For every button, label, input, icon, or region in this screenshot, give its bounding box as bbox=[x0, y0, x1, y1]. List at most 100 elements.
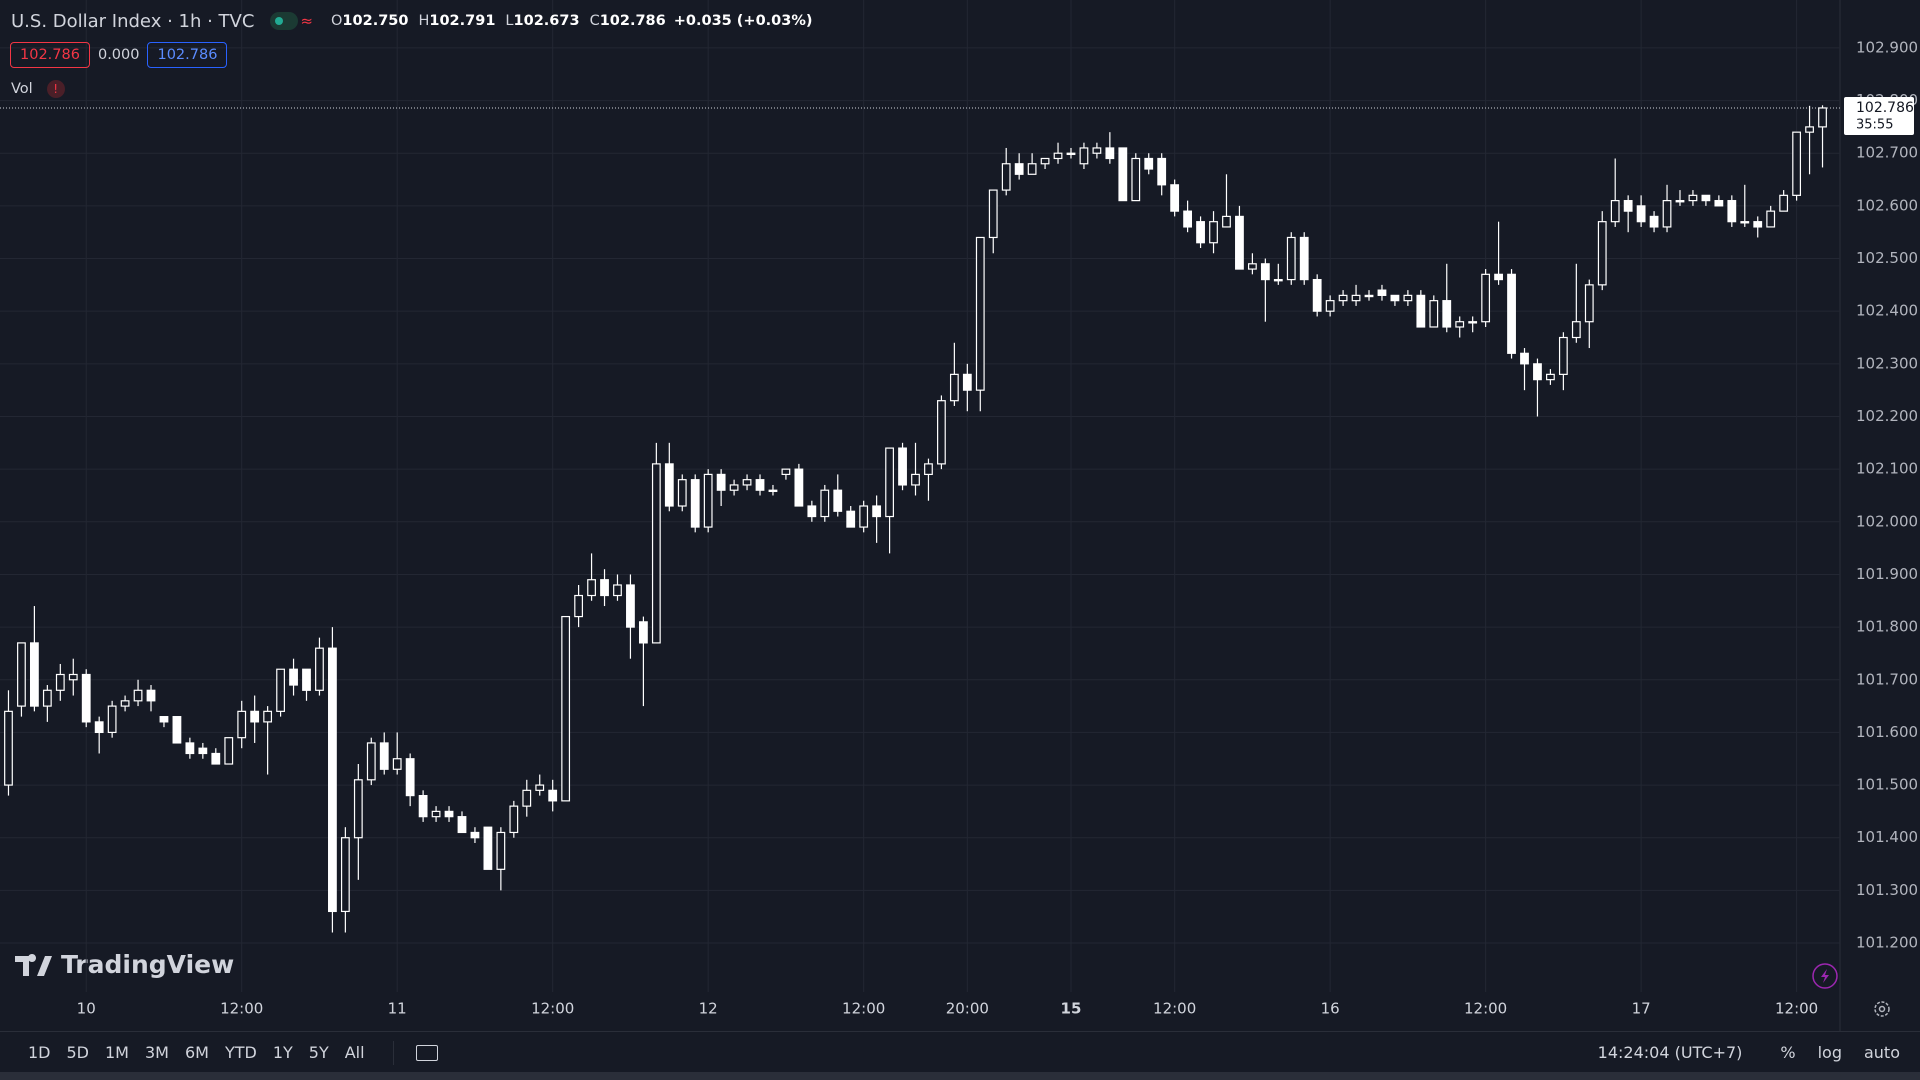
axis-option[interactable]: log bbox=[1817, 1043, 1842, 1062]
candle-body bbox=[496, 831, 506, 870]
candle-body bbox=[949, 373, 959, 402]
candle-body bbox=[613, 584, 622, 597]
candle-body bbox=[1144, 157, 1154, 170]
range-button[interactable]: 1M bbox=[105, 1043, 129, 1062]
symbol-title[interactable]: U.S. Dollar Index · 1h · TVC bbox=[11, 10, 255, 32]
y-tick-label: 101.200 bbox=[1856, 934, 1918, 952]
candle-body bbox=[911, 473, 920, 486]
candle-body bbox=[120, 700, 130, 707]
candle-body bbox=[1273, 278, 1283, 282]
candle-body bbox=[509, 805, 519, 834]
candle-body bbox=[1247, 263, 1257, 270]
candle-body bbox=[1779, 194, 1789, 212]
logo-text: TradingView bbox=[61, 950, 234, 979]
x-tick-label: 10 bbox=[77, 1000, 96, 1018]
candle-body bbox=[885, 447, 894, 518]
candle-body bbox=[1714, 200, 1724, 207]
candle-body bbox=[872, 505, 882, 518]
candle-body bbox=[561, 615, 571, 802]
axis-option[interactable]: auto bbox=[1863, 1043, 1900, 1062]
candle-body bbox=[302, 668, 311, 691]
sell-price[interactable]: 102.786 bbox=[10, 42, 90, 68]
candle-body bbox=[1001, 163, 1011, 191]
range-button[interactable]: 5D bbox=[66, 1043, 90, 1062]
axis-option[interactable]: % bbox=[1780, 1043, 1796, 1062]
candle-body bbox=[1403, 294, 1413, 302]
candle-body bbox=[107, 705, 117, 734]
candle-body bbox=[211, 752, 221, 765]
candle-body bbox=[1299, 236, 1309, 281]
candle-body bbox=[1066, 152, 1076, 156]
candle-body bbox=[574, 594, 584, 618]
candle-body bbox=[418, 795, 428, 818]
candle-body bbox=[4, 710, 13, 786]
candle-body bbox=[1131, 157, 1141, 202]
change: +0.035 (+0.03%) bbox=[673, 13, 813, 29]
ohlc-value: 102.750 bbox=[342, 13, 409, 29]
range-button[interactable]: 5Y bbox=[308, 1043, 329, 1062]
candle-body bbox=[962, 373, 972, 391]
candle-body bbox=[17, 642, 26, 707]
indicator-name[interactable]: Vol bbox=[11, 81, 33, 97]
candle-body bbox=[859, 505, 869, 528]
candle-body bbox=[1584, 284, 1594, 323]
y-tick-label: 101.900 bbox=[1856, 565, 1918, 583]
candle-body bbox=[1546, 373, 1555, 381]
candle-body bbox=[729, 484, 739, 491]
lightning-button[interactable] bbox=[1812, 963, 1838, 989]
range-button[interactable]: 6M bbox=[184, 1043, 209, 1062]
candle-body bbox=[392, 758, 402, 770]
candle-body bbox=[1118, 147, 1128, 202]
x-tick-label: 12:00 bbox=[1153, 1000, 1196, 1018]
candle-body bbox=[833, 489, 843, 512]
date-range-button[interactable] bbox=[415, 1044, 438, 1061]
candle-body bbox=[68, 673, 78, 681]
candle-body bbox=[794, 468, 804, 507]
range-button[interactable]: All bbox=[344, 1043, 365, 1062]
y-axis: 102.900102.800102.700102.600102.500102.4… bbox=[1856, 38, 1918, 951]
candle-body bbox=[1520, 352, 1529, 365]
candle-body bbox=[755, 479, 765, 491]
candle-body bbox=[1183, 210, 1193, 228]
ohlc-item: H102.791 bbox=[418, 13, 495, 29]
clock[interactable]: 14:24:04 (UTC+7) bbox=[1597, 1043, 1743, 1062]
candle-body bbox=[1610, 200, 1620, 223]
market-status[interactable] bbox=[270, 12, 299, 30]
candle-body bbox=[807, 505, 817, 518]
buy-price[interactable]: 102.786 bbox=[147, 42, 228, 68]
range-button[interactable]: 1D bbox=[28, 1043, 51, 1062]
candle-body bbox=[1701, 194, 1711, 202]
candle-body bbox=[457, 816, 467, 834]
candle-body bbox=[55, 673, 65, 691]
candle-body bbox=[276, 668, 285, 712]
candle-body bbox=[1286, 236, 1296, 281]
candle-body bbox=[29, 642, 39, 707]
range-button[interactable]: 1Y bbox=[272, 1043, 293, 1062]
candle-body bbox=[898, 447, 907, 486]
x-tick-label: 12:00 bbox=[531, 1000, 574, 1018]
candle-body bbox=[1727, 200, 1737, 223]
candle-body bbox=[1260, 263, 1270, 281]
candle-body bbox=[651, 463, 661, 644]
countdown: 35:55 bbox=[1856, 117, 1893, 132]
ohlc-values: O102.750 H102.791 L102.673 C102.786 bbox=[331, 13, 666, 29]
candle-body bbox=[263, 710, 273, 723]
x-tick-label: 17 bbox=[1632, 1000, 1651, 1018]
candle-body bbox=[1351, 294, 1361, 302]
data-delay-icon[interactable]: ≈ bbox=[300, 12, 313, 30]
candle-body bbox=[1196, 221, 1205, 244]
candle-body bbox=[587, 579, 596, 597]
candle-body bbox=[1014, 163, 1024, 175]
y-tick-label: 102.200 bbox=[1856, 407, 1918, 425]
settings-button[interactable] bbox=[1874, 1001, 1890, 1017]
range-button[interactable]: YTD bbox=[224, 1043, 257, 1062]
candle-body bbox=[600, 579, 609, 597]
candle-body bbox=[1468, 321, 1478, 324]
candle-body bbox=[1792, 131, 1802, 196]
indicator-warning[interactable]: ! bbox=[46, 80, 65, 98]
bottom-toolbar: 1D 5D 1M 3M 6M YTD 1Y 5Y All 14:24:04 (UTC+7) % l… bbox=[0, 1031, 1920, 1073]
spread: 0.000 bbox=[97, 47, 140, 63]
range-button[interactable]: 3M bbox=[144, 1043, 169, 1062]
